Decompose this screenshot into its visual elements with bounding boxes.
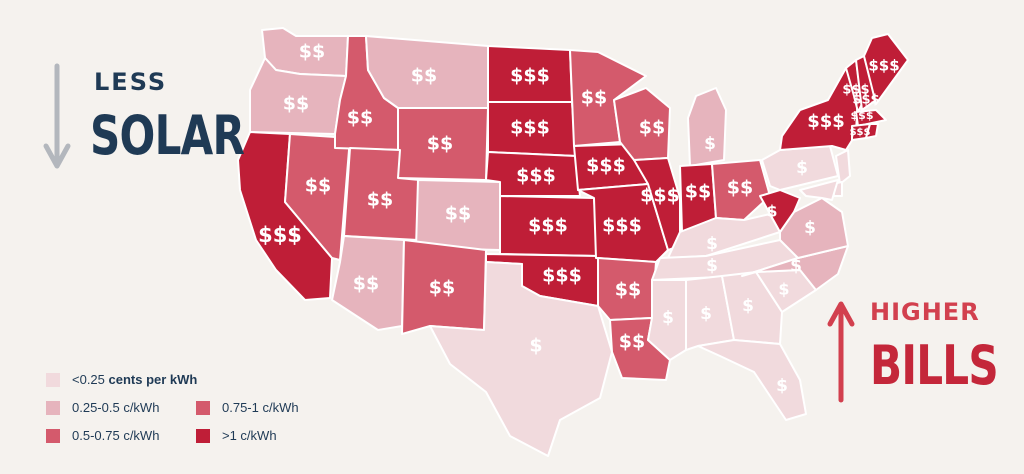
legend-item: 0.25-0.5 c/kWh: [46, 400, 159, 415]
state-me: [863, 33, 909, 105]
less-solar-headline: LESS SOLAR: [42, 62, 252, 182]
state-symbol-co: $$: [445, 203, 471, 225]
state-symbol-nv: $$: [305, 175, 331, 197]
state-symbol-fl: $: [776, 376, 788, 396]
state-symbol-wv: $: [766, 202, 777, 221]
arrow-up-icon: [827, 301, 855, 403]
legend-label: >1 c/kWh: [222, 428, 277, 443]
state-symbol-ny: $$$: [807, 111, 845, 132]
state-symbol-tn: $: [706, 256, 718, 276]
state-symbol-al: $: [700, 304, 712, 324]
legend-label: 0.5-0.75 c/kWh: [72, 428, 160, 443]
legend-item: 0.75-1 c/kWh: [196, 400, 299, 415]
legend-swatch-tier1: [46, 372, 60, 387]
state-symbol-ks: $$$: [528, 215, 568, 237]
state-symbol-va: $: [804, 218, 816, 238]
legend-item: <0.25 cents per kWh: [46, 372, 197, 387]
state-symbol-ct: $$$: [850, 127, 871, 138]
arrow-down-icon: [43, 63, 71, 169]
state-symbol-mn: $$: [581, 87, 607, 109]
state-symbol-mt: $$: [411, 65, 437, 87]
headline-solar: SOLAR: [90, 104, 245, 167]
legend-label: 0.75-1 c/kWh: [222, 400, 299, 415]
legend-item: >1 c/kWh: [196, 428, 277, 443]
higher-bills-headline: HIGHER BILLS: [818, 292, 1018, 412]
state-symbol-oh: $$: [727, 177, 753, 199]
state-symbol-mo: $$$: [602, 215, 642, 237]
state-symbol-nc: $: [790, 256, 802, 276]
headline-bills: BILLS: [870, 334, 999, 397]
state-symbol-ar: $$: [615, 279, 641, 301]
state-ma: [855, 109, 887, 127]
state-symbol-pa: $: [796, 158, 808, 178]
legend-swatch-tier3: [46, 428, 60, 443]
state-symbol-ma: $$$: [851, 109, 874, 122]
state-symbol-me: $$$: [868, 57, 899, 75]
state-ny: [779, 67, 859, 151]
legend-label: 0.25-0.5 c/kWh: [72, 400, 160, 415]
state-symbol-ut: $$: [367, 189, 393, 211]
state-symbol-ca: $$$: [258, 223, 302, 247]
state-symbol-ms: $: [662, 308, 674, 328]
state-md: [799, 179, 839, 201]
state-symbol-wy: $$: [427, 133, 453, 155]
state-symbol-ne: $$$: [516, 165, 556, 187]
state-symbol-wa: $$: [299, 41, 325, 63]
state-symbol-nh: $$$: [852, 93, 879, 108]
state-va: [779, 197, 849, 259]
state-symbol-id: $$: [347, 107, 373, 129]
state-symbol-or: $$: [283, 93, 309, 115]
legend-swatch-tier2: [46, 400, 60, 415]
state-vt: [845, 59, 863, 113]
state-symbol-tx: $: [529, 335, 542, 357]
state-symbol-nd: $$$: [510, 65, 550, 87]
state-symbol-az: $$: [353, 273, 379, 295]
state-symbol-nm: $$: [429, 277, 455, 299]
state-symbol-sd: $$$: [510, 117, 550, 139]
state-symbol-mi: $: [704, 134, 716, 154]
state-oh: [711, 159, 771, 221]
legend-swatch-tier4: [196, 428, 210, 443]
headline-higher: HIGHER: [870, 298, 980, 326]
state-symbol-sc: $: [778, 280, 789, 299]
state-ri: [865, 123, 879, 139]
state-symbol-vt: $$$: [842, 83, 869, 98]
legend-label: <0.25 cents per kWh: [72, 372, 198, 387]
legend-item: 0.5-0.75 c/kWh: [46, 428, 159, 443]
state-symbol-la: $$: [619, 331, 645, 353]
state-symbol-ok: $$$: [542, 265, 582, 287]
state-mi: [687, 87, 727, 167]
state-fl: [697, 339, 807, 421]
state-symbol-ga: $: [742, 296, 754, 316]
legend: <0.25 cents per kWh 0.25-0.5 c/kWh 0.5-0…: [46, 372, 346, 462]
headline-less: LESS: [94, 68, 168, 96]
state-symbol-ia: $$$: [586, 155, 626, 177]
state-symbol-ky: $: [706, 234, 718, 254]
state-nj: [835, 149, 851, 185]
state-symbol-in: $$: [685, 181, 711, 203]
state-symbol-wi: $$: [639, 117, 665, 139]
legend-swatch-tier3: [196, 400, 210, 415]
state-tx: [429, 261, 613, 457]
state-symbol-il: $$$: [640, 185, 680, 207]
